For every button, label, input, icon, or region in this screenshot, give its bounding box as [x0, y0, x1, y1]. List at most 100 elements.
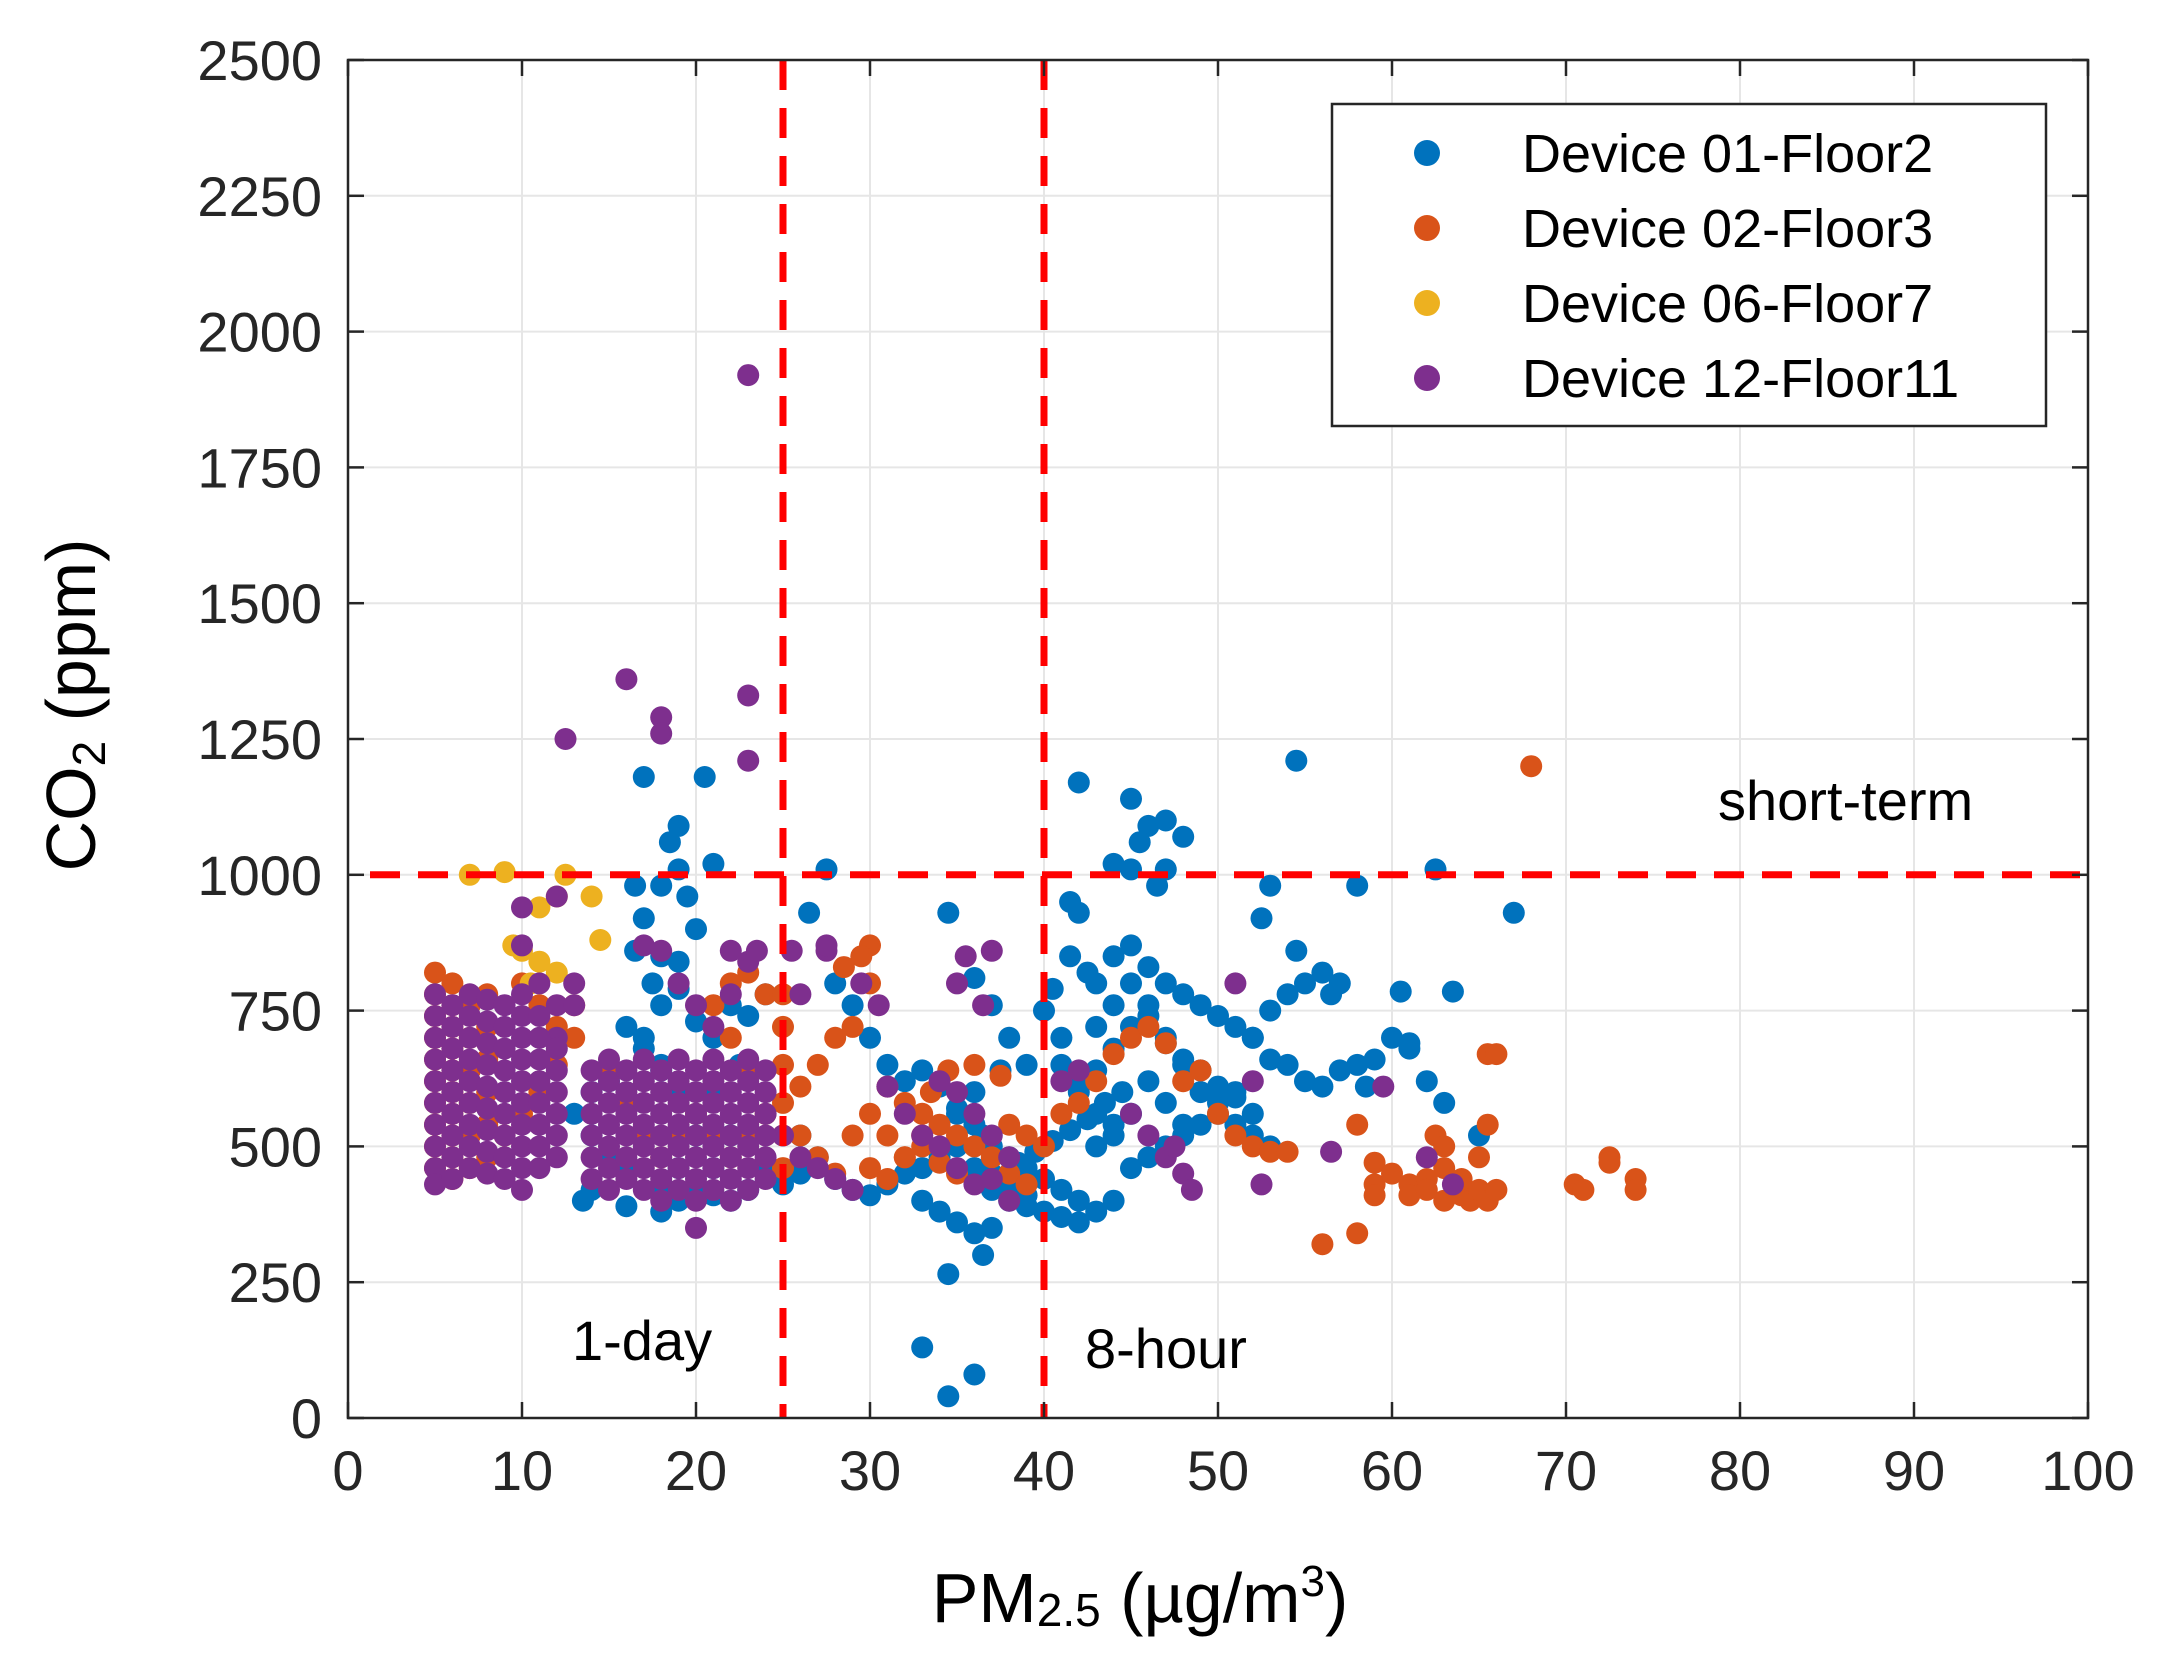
data-point-series-3 — [476, 1010, 499, 1033]
data-point-series-3 — [632, 1135, 655, 1158]
legend-marker-device-01 — [1414, 140, 1440, 166]
data-point-series-0 — [824, 972, 847, 995]
data-point-series-3 — [980, 1124, 1003, 1147]
data-point-series-3 — [598, 1135, 620, 1158]
data-point-series-3 — [458, 1157, 481, 1180]
data-point-series-0 — [632, 1026, 655, 1049]
data-point-series-3 — [545, 1081, 568, 1104]
data-point-series-3 — [580, 1059, 603, 1082]
data-point-series-3 — [511, 1135, 533, 1158]
data-point-series-3 — [441, 1168, 464, 1190]
data-point-series-3 — [650, 1081, 673, 1104]
data-point-series-1 — [1172, 1070, 1195, 1093]
data-point-series-3 — [719, 1102, 742, 1125]
data-point-series-1 — [850, 945, 873, 968]
data-point-series-0 — [1067, 1075, 1090, 1098]
data-point-series-3 — [754, 1059, 777, 1082]
data-point-series-3 — [737, 1157, 760, 1180]
data-point-series-0 — [1146, 874, 1169, 897]
data-point-series-1 — [841, 1124, 864, 1147]
data-point-series-3 — [580, 1124, 603, 1147]
data-point-series-0 — [1441, 980, 1464, 1003]
data-point-series-3 — [615, 1146, 638, 1169]
data-point-series-3 — [545, 1037, 568, 1060]
y-tick-label: 500 — [229, 1115, 322, 1178]
data-point-series-3 — [1180, 1178, 1203, 1201]
data-point-series-1 — [1207, 1102, 1229, 1125]
data-point-series-1 — [963, 1135, 986, 1158]
data-point-series-3 — [458, 1135, 481, 1158]
data-point-series-0 — [1120, 934, 1142, 957]
data-point-series-3 — [511, 1091, 533, 1114]
data-point-series-2 — [493, 861, 516, 884]
data-point-series-0 — [685, 1010, 707, 1033]
data-point-series-0 — [1250, 907, 1273, 930]
data-point-series-3 — [998, 1146, 1021, 1169]
data-point-series-0 — [1067, 771, 1090, 794]
data-point-series-1 — [772, 1091, 794, 1114]
data-point-series-1 — [841, 1015, 864, 1038]
data-point-series-3 — [632, 1070, 655, 1093]
data-point-series-0 — [1294, 1070, 1316, 1093]
data-point-series-0 — [650, 994, 673, 1017]
data-point-series-3 — [650, 1168, 673, 1190]
data-point-series-3 — [867, 994, 890, 1017]
data-point-series-0 — [1120, 972, 1142, 995]
data-point-series-3 — [841, 1178, 864, 1201]
data-point-series-0 — [893, 1070, 916, 1093]
data-point-series-3 — [476, 1162, 499, 1185]
data-point-series-3 — [441, 1102, 464, 1125]
data-point-series-3 — [737, 1070, 760, 1093]
data-point-series-3 — [476, 1097, 499, 1120]
data-point-series-3 — [615, 668, 638, 691]
data-point-series-3 — [824, 1168, 847, 1190]
y-tick-label: 2000 — [197, 301, 322, 364]
data-point-series-3 — [685, 1216, 707, 1239]
legend-marker-device-02 — [1414, 215, 1440, 241]
data-point-series-3 — [876, 1075, 899, 1098]
data-point-series-0 — [963, 1081, 986, 1104]
data-point-series-0 — [1137, 956, 1160, 979]
data-point-series-3 — [702, 1157, 725, 1180]
data-point-series-3 — [685, 1189, 707, 1212]
data-point-series-0 — [658, 831, 681, 854]
data-point-series-3 — [650, 939, 673, 962]
data-point-series-0 — [1067, 1189, 1090, 1212]
data-point-series-0 — [998, 1026, 1021, 1049]
data-point-series-3 — [424, 1091, 446, 1114]
data-point-series-3 — [493, 1059, 516, 1082]
data-point-series-3 — [667, 1091, 690, 1114]
data-point-series-0 — [632, 907, 655, 930]
data-point-series-3 — [528, 1157, 551, 1180]
x-tick-label: 10 — [491, 1439, 553, 1502]
data-point-series-2 — [528, 950, 551, 973]
data-point-series-0 — [1154, 809, 1177, 832]
data-point-series-0 — [1128, 831, 1151, 854]
data-point-series-2 — [589, 929, 612, 951]
data-point-series-3 — [493, 1037, 516, 1060]
data-point-series-1 — [1363, 1184, 1386, 1207]
data-point-series-3 — [511, 1026, 533, 1049]
data-point-series-1 — [719, 1026, 742, 1049]
data-point-series-3 — [545, 1146, 568, 1169]
data-point-series-3 — [954, 945, 977, 968]
data-point-series-3 — [493, 1102, 516, 1125]
data-point-series-3 — [424, 1113, 446, 1136]
data-point-series-3 — [615, 1102, 638, 1125]
data-point-series-3 — [476, 1053, 499, 1076]
data-point-series-1 — [1363, 1151, 1386, 1174]
data-point-series-0 — [1120, 787, 1142, 810]
data-point-series-0 — [641, 972, 664, 995]
data-point-series-3 — [719, 1081, 742, 1104]
data-point-series-3 — [702, 1015, 725, 1038]
data-point-series-3 — [806, 1157, 829, 1180]
data-point-series-3 — [528, 1026, 551, 1049]
data-point-series-3 — [650, 706, 673, 729]
data-point-series-3 — [580, 1081, 603, 1104]
data-point-series-1 — [1433, 1135, 1456, 1158]
data-point-series-0 — [1050, 1206, 1073, 1228]
y-tick-label: 1000 — [197, 844, 322, 907]
data-point-series-3 — [815, 934, 838, 957]
x-tick-label: 90 — [1883, 1439, 1945, 1502]
